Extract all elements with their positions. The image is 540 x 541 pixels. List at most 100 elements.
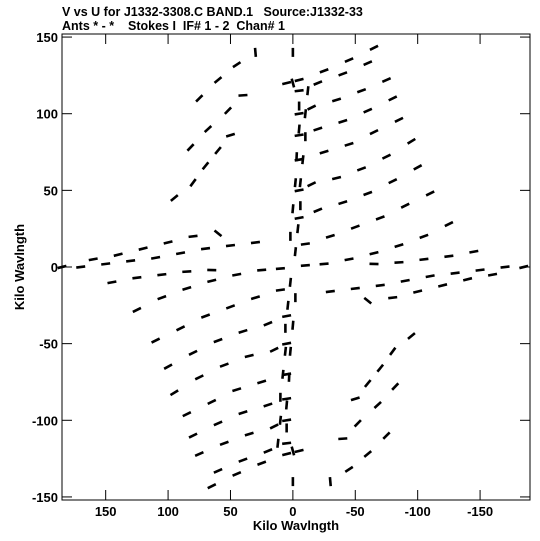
uv-point [338,118,348,124]
uv-point [195,94,204,103]
uv-point [269,346,279,353]
uv-point [356,166,367,172]
x-tick-label: -50 [346,504,365,519]
x-tick-label: 50 [223,504,237,519]
uv-point [437,283,448,288]
uv-point [373,400,382,409]
uv-point [406,137,416,145]
uv-point [188,432,198,439]
uv-point [462,276,473,282]
uv-point [306,181,317,188]
uv-point [419,233,429,240]
uv-point [325,233,336,239]
uv-point [369,250,379,256]
uv-point [291,320,295,330]
uv-point [157,294,167,301]
uv-point [306,86,310,96]
uv-point [350,396,360,402]
uv-point [214,146,222,155]
uv-point [182,411,192,418]
uv-point [213,337,223,344]
uv-point [238,328,248,334]
uv-point [369,44,379,51]
uv-point [376,363,385,373]
uv-point [388,346,397,356]
uv-point [469,249,479,254]
uv-point [369,128,379,136]
uv-point [263,402,273,408]
uv-point [313,80,323,86]
uv-point [263,448,273,454]
uv-point [175,251,186,256]
uv-point [319,149,329,155]
uv-point [338,71,348,77]
uv-point [225,132,236,138]
uv-point [150,337,161,344]
uv-point [275,288,286,292]
uv-point [294,448,304,454]
uv-point [225,304,236,310]
plot-title: V vs U for J1332-3308.C BAND.1 Source:J1… [62,5,363,19]
uv-point [344,465,354,473]
uv-point [223,106,233,115]
uv-point [382,431,391,440]
uv-point [238,93,248,97]
uv-point [291,204,295,214]
uv-point [344,141,354,147]
y-tick-label: 0 [51,260,58,275]
y-tick-label: 150 [36,30,58,45]
uv-point [188,349,198,356]
uv-point [400,202,410,209]
uv-point [328,477,333,487]
uv-point [394,242,404,249]
uv-point [487,272,498,277]
uv-point [444,254,454,259]
uv-point [306,104,317,111]
uv-point [338,437,348,441]
uv-point [126,259,136,263]
x-axis-label: Kilo Wavlngth [253,518,339,533]
uv-point [400,278,410,283]
uv-point [413,164,423,171]
x-tick-label: 150 [95,504,117,519]
uv-point [232,470,242,477]
uv-point [288,346,293,356]
y-tick-label: -50 [39,337,58,352]
uv-point [213,229,223,238]
y-axis: 150 100 50 0 -50 -100 -150 [32,30,530,505]
uv-point [263,320,273,327]
uv-point [163,240,173,245]
uv-point [256,379,267,385]
uv-point [381,77,392,83]
uv-point [290,446,296,456]
uv-point [388,295,398,300]
uv-point [294,111,304,116]
uv-point [194,451,204,457]
uv-point [394,260,404,264]
y-tick-label: 50 [44,183,58,198]
uv-point [194,374,204,381]
uv-point [201,161,210,171]
uv-point [294,133,304,138]
x-tick-label: 100 [157,504,179,519]
uv-point [297,124,301,134]
uv-point [113,252,123,258]
uv-point [363,379,372,388]
uv-point [290,78,296,88]
uv-point [238,410,248,416]
uv-point [344,57,354,64]
uv-point [313,126,323,132]
uv-point [294,188,304,193]
uv-point [278,415,283,425]
uv-point [294,88,304,93]
uv-point [363,190,373,197]
uv-point [207,483,217,490]
uv-point [391,382,400,391]
uv-point [213,467,223,474]
uv-point [203,125,213,134]
uv-point [257,268,267,272]
uv-point [88,257,98,262]
uv-point [303,109,308,119]
uv-point [244,431,254,437]
